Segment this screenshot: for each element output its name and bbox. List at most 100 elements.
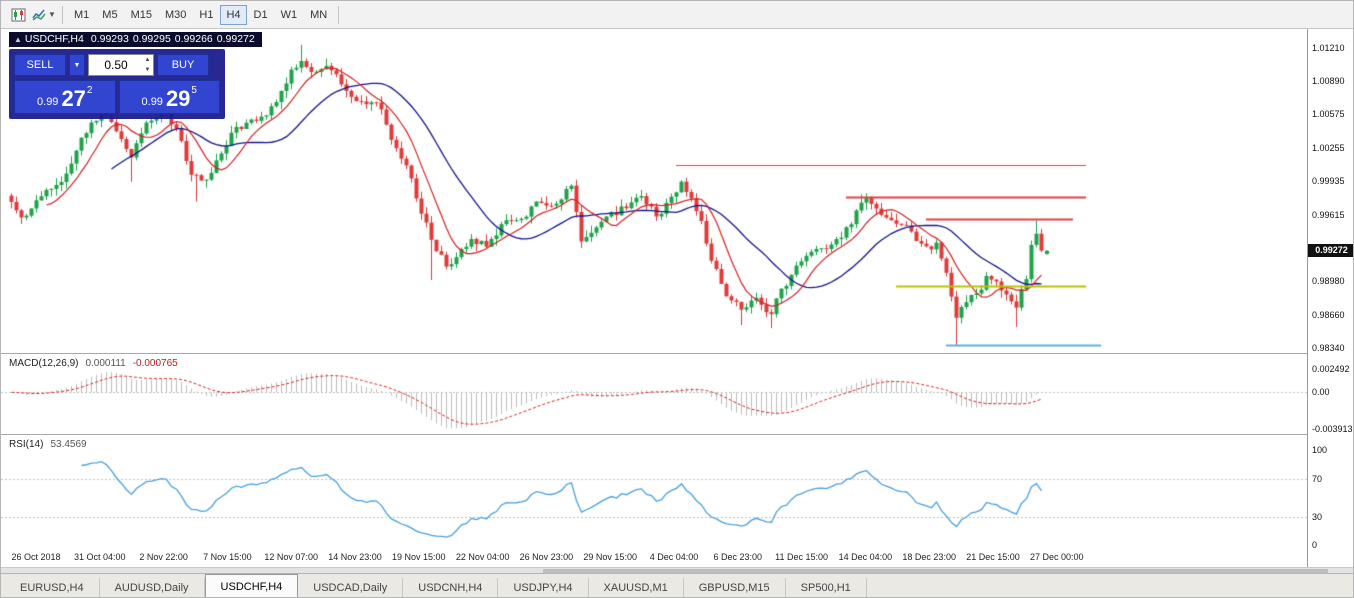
macd-axis-label: -0.003913: [1312, 424, 1353, 434]
time-axis-label: 29 Nov 15:00: [583, 552, 637, 562]
sell-price-button[interactable]: 0.99 27 2: [14, 80, 116, 114]
buy-button[interactable]: BUY: [157, 54, 209, 76]
price-axis[interactable]: 0.99272 1.01210 1.00890 1.00575 1.00255 0.99…: [1307, 29, 1353, 567]
chart-tab-sp500-h1[interactable]: SP500,H1: [786, 578, 867, 597]
one-click-trading-panel: SELL ▼ ▲ ▼ BUY 0.99 27 2: [9, 49, 225, 119]
chart-tab-eurusd-h4[interactable]: EURUSD,H4: [5, 578, 100, 597]
macd-axis-label: 0.00: [1312, 387, 1330, 398]
chart-tab-usdcad-daily[interactable]: USDCAD,Daily: [298, 578, 404, 597]
timeframe-h4[interactable]: H4: [220, 4, 247, 25]
time-axis-label: 7 Nov 15:00: [203, 552, 252, 562]
volume-input[interactable]: [88, 54, 154, 76]
rsi-value: 53.4569: [50, 439, 87, 450]
time-axis-label: 31 Oct 04:00: [74, 552, 126, 562]
time-axis-label: 14 Dec 04:00: [838, 552, 893, 562]
price-axis-label: 1.00890: [1312, 76, 1345, 87]
price-axis-label: 1.00255: [1312, 142, 1345, 153]
chart-tab-audusd-daily[interactable]: AUDUSD,Daily: [100, 578, 205, 597]
time-axis-label: 26 Oct 2018: [11, 552, 61, 562]
timeframe-w1[interactable]: W1: [275, 5, 304, 25]
ohlc-open: 0.99293: [90, 33, 129, 45]
volume-spinner: ▲ ▼: [143, 56, 152, 74]
charts-toolbar: ▼ M1 M5 M15 M30 H1 H4 D1 W1 MN: [1, 1, 1353, 29]
sell-button[interactable]: SELL: [14, 54, 66, 76]
time-axis-label: 4 Dec 04:00: [649, 552, 699, 562]
timeframe-m5[interactable]: M5: [96, 5, 123, 25]
time-axis-label: 14 Nov 23:00: [328, 552, 382, 562]
order-options-caret[interactable]: ▼: [69, 54, 85, 76]
price-axis-label: 1.00575: [1312, 109, 1345, 120]
rsi-axis-label: 30: [1312, 511, 1323, 522]
chart-tab-usdchf-h4[interactable]: USDCHF,H4: [204, 574, 299, 597]
volume-field-wrap: ▲ ▼: [88, 54, 154, 76]
chart-tab-usdcnh-h4[interactable]: USDCNH,H4: [403, 578, 499, 597]
toolbar-separator: [62, 5, 63, 24]
chevron-down-icon: ▼: [73, 61, 81, 69]
rsi-axis-label: 100: [1312, 445, 1328, 455]
sell-price-sup: 2: [86, 85, 93, 96]
candlestick-chart-icon: [11, 8, 25, 21]
price-axis-label: 0.98660: [1312, 309, 1345, 320]
time-axis[interactable]: 26 Oct 2018 31 Oct 04:00 2 Nov 22:00 7 Nov …: [1, 547, 1307, 567]
time-axis-label: 19 Nov 15:00: [392, 552, 446, 562]
chart-title: ▲ USDCHF,H4 0.99293 0.99295 0.99266 0.99…: [9, 32, 262, 47]
horizontal-scrollbar[interactable]: [1, 567, 1353, 573]
timeframe-m15[interactable]: M15: [125, 5, 158, 25]
price-axis-label: 0.99935: [1312, 176, 1345, 187]
spinner-up-icon[interactable]: ▲: [144, 57, 151, 63]
timeframe-group: M1 M5 M15 M30 H1 H4 D1 W1 MN: [68, 4, 333, 25]
rsi-label: RSI(14) 53.4569: [9, 439, 87, 450]
time-axis-label: 26 Nov 23:00: [519, 552, 574, 562]
timeframe-m30[interactable]: M30: [159, 5, 192, 25]
layers-icon: [32, 9, 46, 21]
time-axis-label: 2 Nov 22:00: [139, 552, 188, 562]
sell-price-prefix: 0.99: [37, 96, 59, 108]
buy-price-big: 29: [165, 86, 191, 112]
spinner-down-icon[interactable]: ▼: [144, 67, 151, 73]
current-price-badge: 0.99272: [1308, 244, 1353, 258]
buy-price-prefix: 0.99: [141, 96, 163, 108]
toolbar-separator: [338, 5, 340, 24]
timeframe-h1[interactable]: H1: [193, 5, 219, 25]
buy-price-sup: 5: [191, 85, 197, 96]
ohlc-high: 0.99295: [132, 33, 171, 45]
symbol-label: USDCHF,H4: [24, 33, 84, 45]
macd-value-main: 0.000111: [85, 358, 126, 369]
rsi-axis-label: 70: [1312, 473, 1323, 484]
rsi-axis-label: 0: [1312, 540, 1318, 550]
price-axis-label: 0.98980: [1312, 276, 1345, 287]
ohlc-low: 0.99266: [174, 33, 213, 45]
chart-window-button[interactable]: [5, 3, 31, 27]
time-axis-label: 12 Nov 07:00: [264, 552, 318, 562]
timeframe-m1[interactable]: M1: [68, 5, 95, 25]
chart-tab-usdjpy-h4[interactable]: USDJPY,H4: [498, 578, 589, 597]
macd-panel-separator[interactable]: [1, 353, 1353, 354]
timeframe-d1[interactable]: D1: [248, 5, 274, 25]
chart-window: ▲ USDCHF,H4 0.99293 0.99295 0.99266 0.99…: [1, 29, 1353, 567]
price-axis-label: 1.01210: [1312, 43, 1345, 53]
sell-price-big: 27: [61, 86, 86, 112]
time-axis-label: 27 Dec 00:00: [1030, 552, 1084, 562]
macd-axis-label: 0.002492: [1312, 364, 1350, 374]
macd-value-signal: -0.000765: [132, 358, 178, 369]
chart-tab-xauusd-m1[interactable]: XAUUSD,M1: [589, 578, 684, 597]
scrollbar-thumb[interactable]: [542, 569, 1328, 573]
chart-tabbar: EURUSD,H4 AUDUSD,Daily USDCHF,H4 USDCAD,Dai…: [1, 573, 1353, 597]
timeframe-mn[interactable]: MN: [304, 5, 333, 25]
rsi-name: RSI(14): [9, 439, 44, 450]
chart-tab-gbpusd-m15[interactable]: GBPUSD,M15: [684, 578, 786, 597]
time-axis-label: 21 Dec 15:00: [966, 552, 1020, 562]
time-axis-label: 6 Dec 23:00: [713, 552, 763, 562]
objects-dropdown-button[interactable]: ▼: [31, 3, 57, 27]
price-axis-label: 0.99615: [1312, 209, 1345, 220]
macd-label: MACD(12,26,9) 0.000111 -0.000765: [9, 358, 178, 369]
chevron-down-icon: ▼: [48, 10, 56, 19]
time-axis-label: 11 Dec 15:00: [775, 552, 829, 562]
price-axis-label: 0.98340: [1312, 343, 1345, 353]
ohlc-close: 0.99272: [216, 33, 255, 45]
rsi-panel-separator[interactable]: [1, 434, 1353, 435]
time-axis-label: 22 Nov 04:00: [455, 552, 510, 562]
buy-price-button[interactable]: 0.99 29 5: [118, 80, 220, 114]
time-axis-label: 18 Dec 23:00: [902, 552, 956, 562]
